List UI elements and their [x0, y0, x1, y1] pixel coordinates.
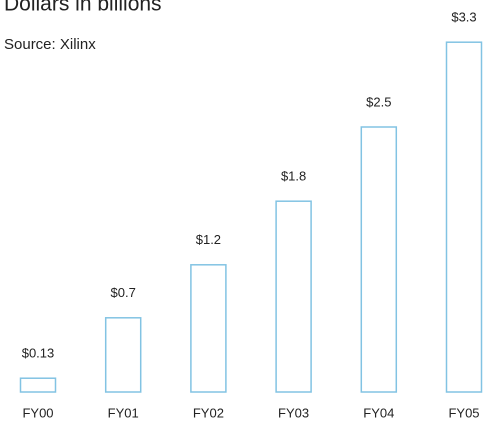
value-label: $1.2: [196, 232, 221, 247]
bar: [360, 126, 398, 393]
value-label: $2.5: [366, 94, 391, 109]
bar: [275, 200, 312, 393]
x-tick-label: FY01: [108, 405, 139, 420]
x-tick-label: FY03: [278, 405, 309, 420]
value-label: $3.3: [451, 10, 476, 25]
bar: [19, 377, 57, 393]
bar: [445, 41, 483, 393]
value-label: $1.8: [281, 169, 306, 184]
x-tick-label: FY00: [22, 405, 53, 420]
x-tick-label: FY02: [193, 405, 224, 420]
value-label: $0.13: [22, 346, 55, 361]
chart-title: Dollars in billions: [4, 0, 162, 16]
x-tick-label: FY04: [363, 405, 394, 420]
bar: [104, 317, 142, 393]
value-label: $0.7: [111, 285, 136, 300]
chart-subtitle: Source: Xilinx: [4, 36, 96, 53]
bar: [190, 264, 227, 393]
x-tick-label: FY05: [448, 405, 479, 420]
